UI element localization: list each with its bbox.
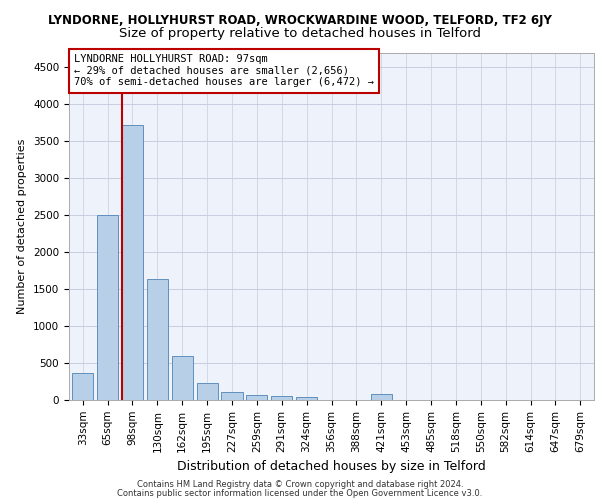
Y-axis label: Number of detached properties: Number of detached properties (17, 138, 28, 314)
Text: LYNDORNE, HOLLYHURST ROAD, WROCKWARDINE WOOD, TELFORD, TF2 6JY: LYNDORNE, HOLLYHURST ROAD, WROCKWARDINE … (48, 14, 552, 27)
Bar (221, 392, 242, 400)
Bar (97, 215, 118, 400)
Bar (72, 372, 93, 400)
Bar (147, 280, 168, 400)
Bar (246, 395, 268, 400)
Bar (197, 383, 218, 400)
X-axis label: Distribution of detached houses by size in Telford: Distribution of detached houses by size … (177, 460, 486, 473)
Text: Size of property relative to detached houses in Telford: Size of property relative to detached ho… (119, 28, 481, 40)
Bar (271, 396, 292, 400)
Text: LYNDORNE HOLLYHURST ROAD: 97sqm
← 29% of detached houses are smaller (2,656)
70%: LYNDORNE HOLLYHURST ROAD: 97sqm ← 29% of… (74, 54, 374, 88)
Bar (296, 396, 317, 400)
Bar (172, 356, 193, 400)
Text: Contains public sector information licensed under the Open Government Licence v3: Contains public sector information licen… (118, 488, 482, 498)
Bar (122, 125, 143, 400)
Bar (371, 394, 392, 400)
Text: Contains HM Land Registry data © Crown copyright and database right 2024.: Contains HM Land Registry data © Crown c… (137, 480, 463, 489)
